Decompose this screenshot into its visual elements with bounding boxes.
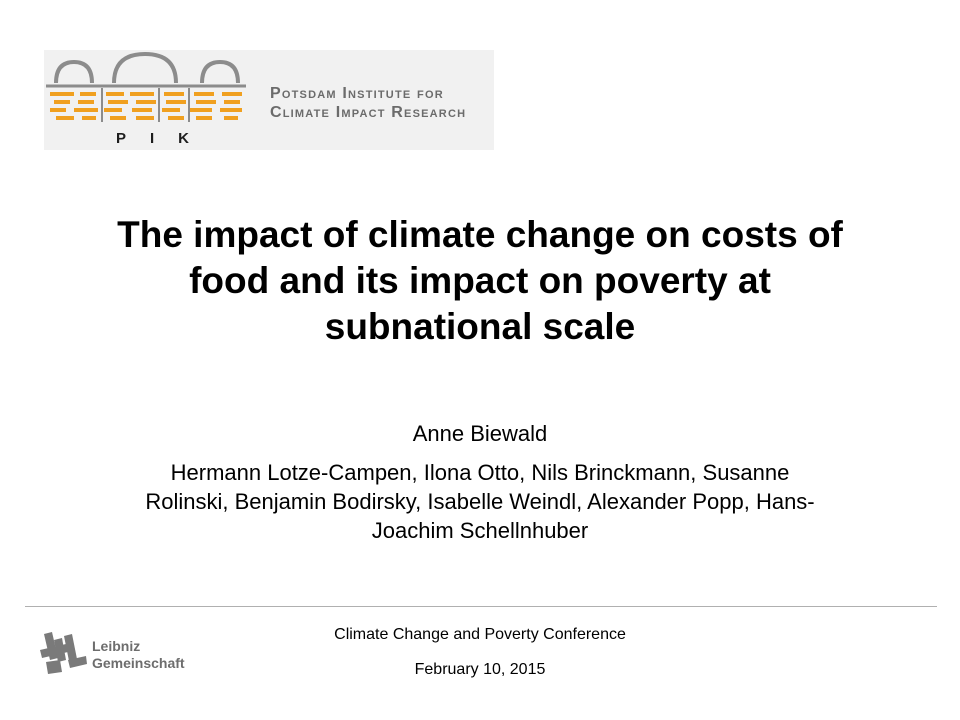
leibniz-emblem-icon — [40, 632, 87, 674]
coauthor-list: Hermann Lotze-Campen, Ilona Otto, Nils B… — [55, 458, 905, 545]
leibniz-line2: Gemeinschaft — [92, 655, 185, 671]
coauthor-line2: Rolinski, Benjamin Bodirsky, Isabelle We… — [145, 489, 815, 514]
title-line2: food and its impact on poverty at — [189, 260, 771, 301]
pik-emblem-icon — [46, 51, 246, 122]
pik-name-line2: Climate Impact Research — [270, 104, 467, 121]
footer-divider — [25, 606, 937, 607]
title-line1: The impact of climate change on costs of — [117, 214, 843, 255]
coauthor-line1: Hermann Lotze-Campen, Ilona Otto, Nils B… — [170, 460, 790, 485]
conference-name: Climate Change and Poverty Conference — [334, 626, 626, 643]
pik-logo: PIK Potsdam Institute for Climate Impact… — [44, 50, 494, 150]
pik-letters: PIK — [116, 130, 214, 147]
leibniz-name: Leibniz Gemeinschaft — [92, 638, 185, 672]
leibniz-line1: Leibniz — [92, 638, 141, 654]
title-line3: subnational scale — [324, 306, 636, 347]
presentation-date: February 10, 2015 — [414, 661, 546, 678]
leibniz-logo: Leibniz Gemeinschaft — [40, 630, 200, 680]
presenting-author: Anne Biewald — [412, 421, 548, 446]
pik-institute-name: Potsdam Institute for Climate Impact Res… — [270, 84, 466, 122]
pik-name-line1: Potsdam Institute for — [270, 85, 444, 102]
coauthor-line3: Joachim Schellnhuber — [371, 518, 589, 543]
slide-title: The impact of climate change on costs of… — [40, 212, 920, 350]
